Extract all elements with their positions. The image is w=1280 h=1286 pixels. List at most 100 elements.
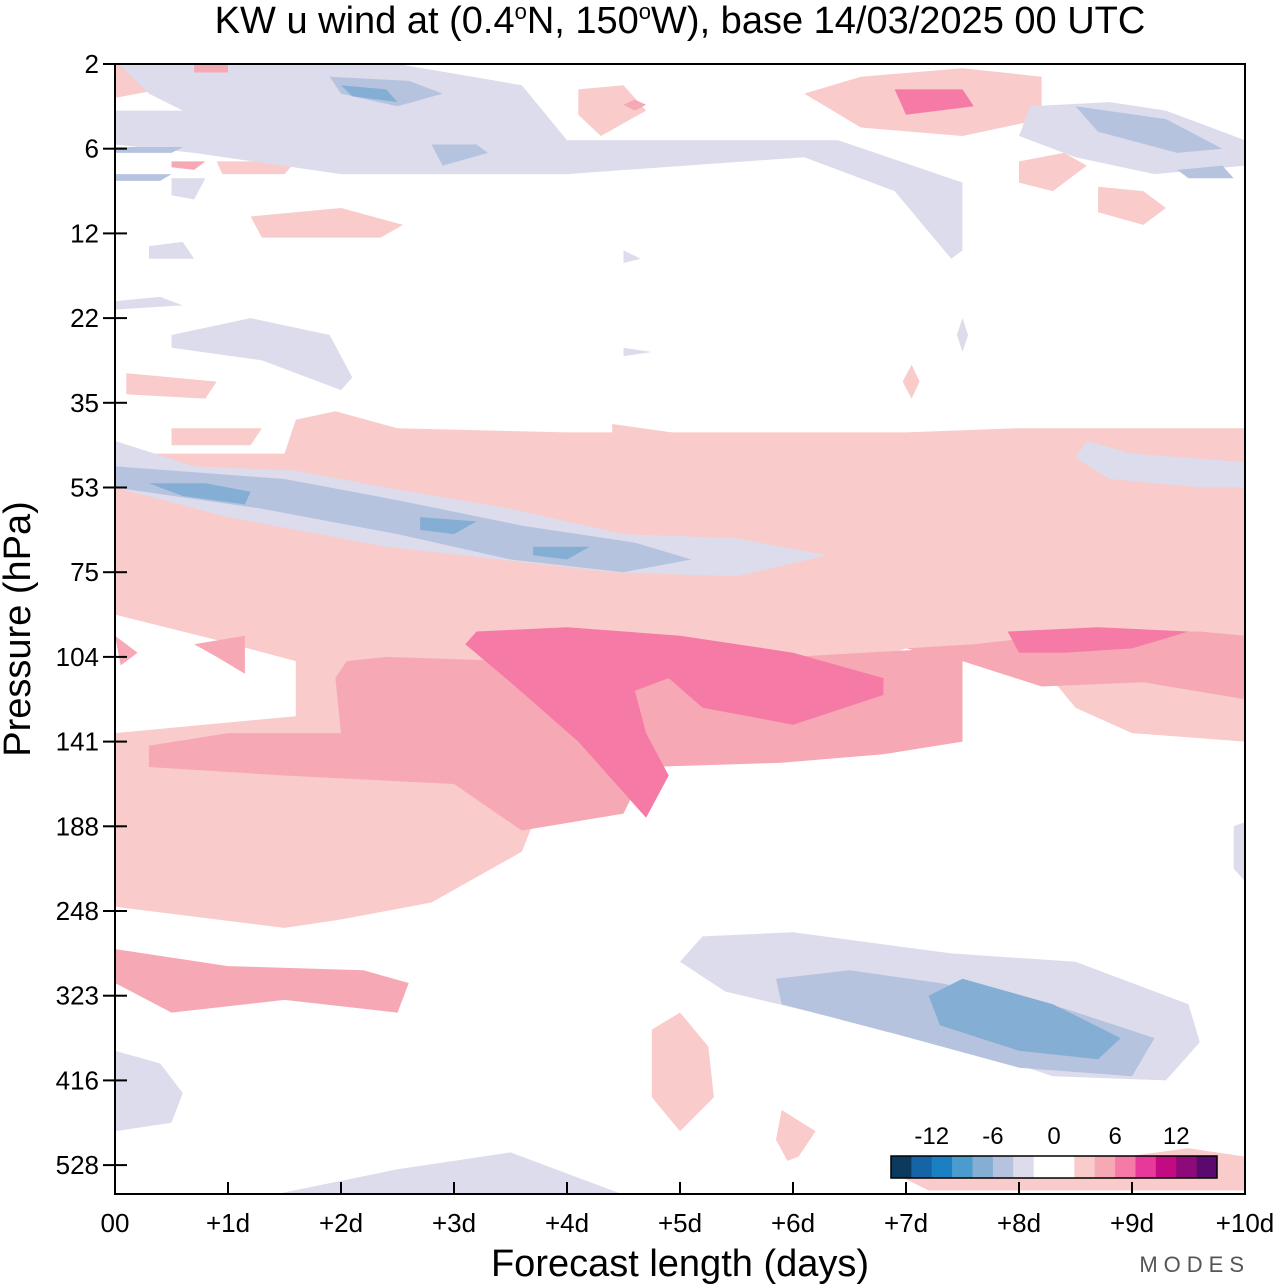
contour-region-pos1: [171, 428, 262, 446]
y-tick-label: 22: [70, 303, 99, 333]
brand-logo: MODES: [1139, 1252, 1250, 1277]
colorbar-swatch: [1115, 1156, 1136, 1178]
contour-region-pos2: [194, 64, 228, 73]
contour-region-neg1: [623, 347, 652, 357]
contour-region-pos3: [894, 89, 974, 115]
contour-region-pos1: [776, 1110, 816, 1161]
colorbar-label: -6: [982, 1123, 1003, 1150]
y-tick-label: 323: [56, 981, 99, 1011]
contour-region-neg2: [1075, 106, 1223, 153]
x-tick-label: +8d: [997, 1208, 1041, 1238]
colorbar-swatch: [972, 1156, 994, 1178]
contour-region-pos3: [1007, 627, 1189, 653]
y-tick-label: 416: [56, 1065, 99, 1095]
contour-region-neg3: [928, 978, 1121, 1060]
contour-region-pos1: [612, 424, 793, 509]
contour-region-neg1: [276, 1152, 622, 1194]
colorbar-swatch: [1054, 1156, 1075, 1178]
contour-region-neg3: [420, 517, 477, 535]
contour-region-neg1: [115, 64, 963, 259]
colorbar-swatch: [891, 1156, 912, 1178]
x-tick-label: +10d: [1216, 1208, 1275, 1238]
contour-region-pos2: [194, 635, 245, 674]
colorbar-swatch: [931, 1156, 953, 1178]
colorbar-swatch: [1176, 1156, 1197, 1178]
colorbar-swatch: [952, 1156, 973, 1178]
colorbar: -12 -6 0 6 12: [890, 1123, 1218, 1179]
y-tick-label: 2: [85, 49, 99, 79]
y-tick-label: 528: [56, 1150, 99, 1180]
contour-region-neg3: [148, 483, 251, 505]
colorbar-swatch: [1155, 1156, 1177, 1178]
contour-region-pos2: [623, 99, 647, 111]
y-tick-label: 188: [56, 811, 99, 841]
colorbar-label: 6: [1108, 1123, 1121, 1150]
colorbar-swatch: [1196, 1156, 1218, 1178]
contour-region-neg1: [956, 318, 969, 352]
contour-region-neg3: [533, 546, 590, 560]
contour-region-pos2: [115, 635, 138, 666]
contour-region-neg1: [148, 241, 195, 259]
colorbar-swatch: [1074, 1156, 1096, 1178]
contour-region-pos2: [906, 631, 1245, 700]
chart-title: KW u wind at (0.4oN, 150oW), base 14/03/…: [215, 0, 1146, 42]
contour-region-neg2: [1177, 165, 1234, 179]
colorbar-swatch: [1094, 1156, 1116, 1178]
contour-region-neg1: [171, 318, 353, 391]
x-tick-label: 00: [101, 1208, 130, 1238]
y-tick-label: 104: [56, 642, 99, 672]
contour-region-neg2: [115, 174, 172, 181]
colorbar-swatch: [911, 1156, 933, 1178]
x-tick-label: +1d: [206, 1208, 250, 1238]
x-tick-label: +5d: [658, 1208, 702, 1238]
colorbar-label: 0: [1047, 1123, 1060, 1150]
contour-region-neg3: [341, 85, 398, 103]
contour-region-pos1: [120, 517, 178, 535]
contour-region-pos3: [465, 627, 884, 818]
colorbar-label: 12: [1163, 1123, 1190, 1150]
contour-region-neg1: [115, 440, 827, 577]
contour-region-pos1: [651, 1012, 714, 1132]
contour-region-pos2: [171, 161, 206, 170]
colorbar-label: -12: [914, 1123, 949, 1150]
x-tick-label: +4d: [545, 1208, 589, 1238]
y-tick-label: 75: [70, 557, 99, 587]
contour-region-neg2: [431, 144, 488, 166]
x-tick-label: +9d: [1110, 1208, 1154, 1238]
colorbar-swatch: [1033, 1156, 1055, 1178]
contour-region-neg1: [115, 296, 183, 310]
x-tick-label: +6d: [771, 1208, 815, 1238]
y-tick-label: 12: [70, 218, 99, 248]
contour-region-pos1: [250, 208, 404, 238]
contour-region-neg1: [1233, 822, 1245, 882]
y-tick-label: 248: [56, 896, 99, 926]
contour-region-pos1: [1098, 186, 1166, 225]
x-tick-label: +3d: [432, 1208, 476, 1238]
x-axis: 00 +1d +2d +3d +4d +5d +6d +7d +8d +9d +10d: [101, 1182, 1275, 1238]
y-tick-label: 53: [70, 473, 99, 503]
x-tick-label: +7d: [884, 1208, 928, 1238]
colorbar-frame: [890, 1155, 1218, 1179]
contour-region-neg2: [115, 466, 692, 573]
colorbar-swatch: [1013, 1156, 1034, 1178]
y-axis-title: Pressure (hPa): [0, 501, 39, 757]
contour-region-neg1: [171, 178, 206, 200]
y-tick-label: 141: [56, 727, 99, 757]
contour-region-neg2: [115, 147, 183, 153]
x-tick-label: +2d: [319, 1208, 363, 1238]
contour-region-pos2: [115, 949, 409, 1013]
contour-region-pos1: [578, 85, 647, 136]
contour-region-pos1: [126, 373, 217, 399]
x-axis-title: Forecast length (days): [491, 1243, 869, 1285]
contour-region-pos1: [902, 364, 920, 399]
contour-fills: [115, 64, 1245, 1194]
y-tick-label: 6: [85, 134, 99, 164]
contour-region-pos1: [1019, 152, 1087, 192]
contour-region-neg1: [623, 250, 641, 263]
y-axis: 2 6 12 22 35 53 75 104 141 188 248 323 416 528: [56, 49, 127, 1180]
contour-region-neg1: [115, 1050, 183, 1132]
colorbar-swatch: [992, 1156, 1014, 1178]
contour-region-pos1: [939, 479, 1223, 509]
contour-region-neg1: [1075, 440, 1245, 488]
